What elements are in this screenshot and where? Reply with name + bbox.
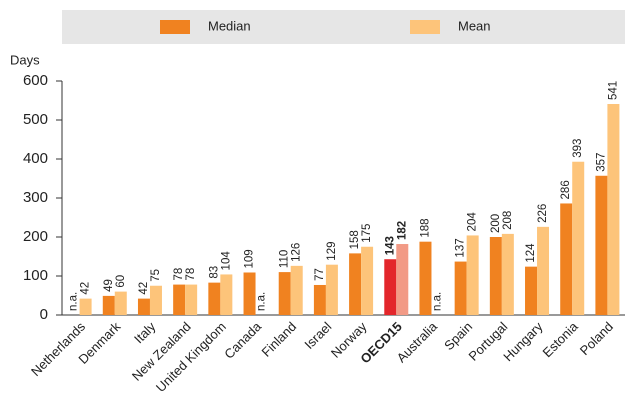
legend-swatch bbox=[410, 20, 440, 34]
y-axis-label: Days bbox=[10, 52, 40, 67]
bar bbox=[220, 274, 233, 315]
value-label: 109 bbox=[244, 249, 256, 268]
bar bbox=[208, 282, 221, 315]
value-label: 204 bbox=[467, 212, 479, 232]
value-label: 124 bbox=[525, 243, 537, 263]
bar bbox=[454, 261, 467, 315]
value-label: 42 bbox=[80, 282, 92, 295]
value-label: 182 bbox=[396, 221, 408, 240]
bar bbox=[501, 233, 514, 315]
bar bbox=[102, 295, 115, 315]
bar bbox=[595, 175, 608, 315]
y-tick-label: 100 bbox=[23, 267, 48, 284]
bar bbox=[325, 264, 338, 315]
value-label: 78 bbox=[173, 268, 185, 281]
bar bbox=[572, 161, 585, 315]
value-label: 541 bbox=[607, 81, 619, 100]
value-label: 200 bbox=[490, 214, 502, 233]
bar bbox=[419, 241, 432, 315]
bar bbox=[349, 253, 362, 315]
bar bbox=[173, 284, 186, 315]
legend-label: Mean bbox=[458, 18, 491, 33]
value-label: 129 bbox=[326, 242, 338, 261]
x-tick-label: Hungary bbox=[500, 319, 546, 365]
value-label: 226 bbox=[537, 204, 549, 223]
x-tick-label: Poland bbox=[577, 319, 616, 358]
value-label: 137 bbox=[455, 238, 467, 257]
value-label: 49 bbox=[103, 279, 115, 292]
y-tick-label: 200 bbox=[23, 228, 48, 245]
legend-label: Median bbox=[208, 18, 251, 33]
value-label: n.a. bbox=[68, 292, 80, 311]
value-label: 104 bbox=[220, 251, 232, 271]
bar bbox=[243, 272, 256, 315]
legend-band bbox=[62, 10, 625, 44]
x-tick-label: Finland bbox=[259, 319, 300, 360]
bar bbox=[560, 203, 573, 315]
value-label: 83 bbox=[208, 266, 220, 279]
value-label: 110 bbox=[279, 250, 291, 268]
value-label: 188 bbox=[420, 218, 432, 237]
bar bbox=[489, 237, 502, 315]
value-label: 75 bbox=[150, 269, 162, 282]
value-label: n.a. bbox=[256, 292, 268, 311]
x-tick-label: Italy bbox=[131, 319, 159, 347]
bar bbox=[278, 272, 291, 315]
bar bbox=[537, 226, 550, 315]
value-label: 286 bbox=[560, 180, 572, 199]
value-label: 393 bbox=[572, 139, 584, 158]
value-label: 126 bbox=[291, 243, 303, 262]
y-tick-label: 300 bbox=[23, 189, 48, 206]
bar bbox=[137, 298, 150, 315]
y-tick-label: 500 bbox=[23, 111, 48, 128]
bar bbox=[313, 284, 326, 315]
bar bbox=[525, 266, 538, 315]
bar bbox=[79, 298, 92, 315]
value-label: 77 bbox=[314, 268, 326, 281]
legend-swatch bbox=[160, 20, 190, 34]
y-tick-label: 0 bbox=[40, 306, 48, 323]
y-tick-label: 600 bbox=[23, 72, 48, 89]
x-tick-label: Estonia bbox=[539, 318, 581, 360]
value-label: 78 bbox=[185, 268, 197, 281]
bar bbox=[384, 259, 397, 315]
bar bbox=[361, 246, 374, 315]
bar bbox=[607, 104, 620, 315]
value-label: 60 bbox=[115, 275, 127, 288]
value-label: 143 bbox=[384, 236, 396, 255]
value-label: 158 bbox=[349, 230, 361, 249]
x-tick-label: Netherlands bbox=[28, 319, 89, 380]
value-label: 42 bbox=[138, 282, 150, 295]
value-label: 175 bbox=[361, 224, 373, 243]
bar bbox=[114, 291, 127, 315]
bar bbox=[149, 285, 162, 315]
bar bbox=[396, 244, 409, 315]
bar bbox=[466, 235, 479, 315]
value-label: 357 bbox=[595, 153, 607, 172]
x-tick-label: Canada bbox=[221, 318, 264, 361]
value-label: n.a. bbox=[432, 292, 444, 311]
value-label: 208 bbox=[502, 211, 514, 230]
y-tick-label: 400 bbox=[23, 150, 48, 167]
bar bbox=[290, 265, 303, 315]
bar bbox=[185, 284, 198, 315]
